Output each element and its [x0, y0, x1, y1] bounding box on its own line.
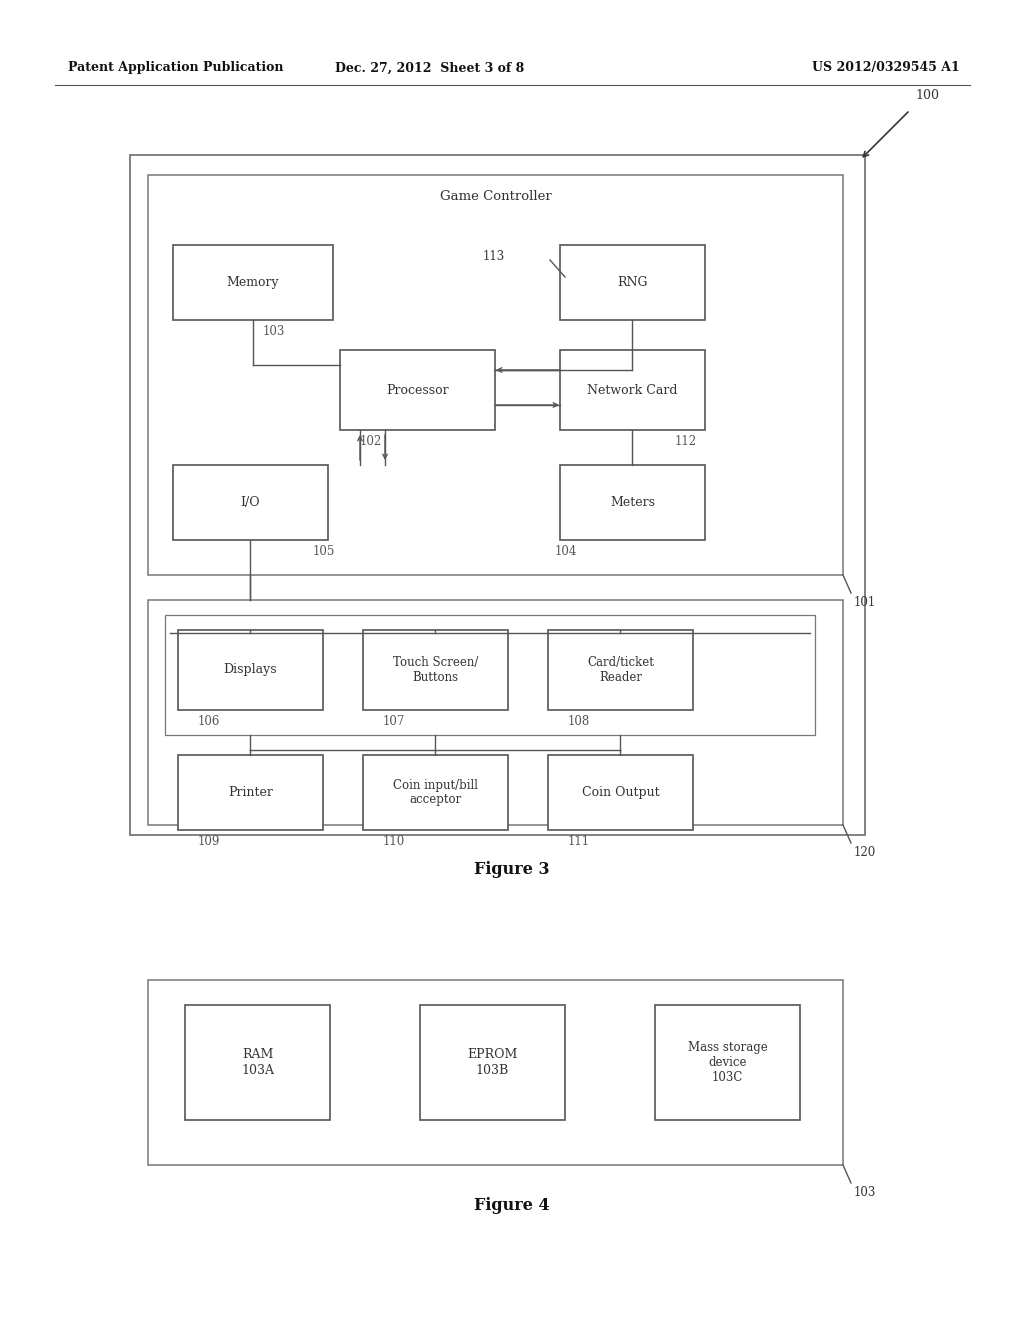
Text: 108: 108	[568, 715, 590, 729]
Text: 107: 107	[383, 715, 406, 729]
Text: Memory: Memory	[226, 276, 280, 289]
Bar	[560, 350, 705, 430]
Text: I/O: I/O	[241, 496, 260, 510]
Bar	[148, 979, 843, 1166]
Bar	[548, 630, 693, 710]
Text: Displays: Displays	[223, 664, 278, 676]
Text: 113: 113	[482, 249, 505, 263]
Text: 100: 100	[915, 88, 939, 102]
Bar	[173, 465, 328, 540]
Text: 105: 105	[313, 545, 336, 558]
Bar	[560, 465, 705, 540]
Bar	[548, 755, 693, 830]
Text: 103: 103	[263, 325, 286, 338]
Text: 103: 103	[854, 1185, 877, 1199]
Text: Coin input/bill
acceptor: Coin input/bill acceptor	[393, 779, 478, 807]
Bar	[173, 246, 333, 319]
Text: Printer: Printer	[228, 785, 273, 799]
Text: Touch Screen/
Buttons: Touch Screen/ Buttons	[393, 656, 478, 684]
Text: Card/ticket
Reader: Card/ticket Reader	[587, 656, 654, 684]
Text: Figure 3: Figure 3	[474, 862, 550, 879]
Text: Patent Application Publication: Patent Application Publication	[68, 62, 284, 74]
Text: 104: 104	[555, 545, 578, 558]
Bar	[130, 154, 865, 836]
Bar	[178, 630, 323, 710]
Text: 101: 101	[854, 597, 877, 609]
Text: 109: 109	[198, 836, 220, 847]
Text: 102: 102	[360, 436, 382, 447]
Text: Figure 4: Figure 4	[474, 1196, 550, 1213]
Bar	[148, 601, 843, 825]
Text: Processor: Processor	[386, 384, 449, 396]
Text: 112: 112	[675, 436, 697, 447]
Text: Coin Output: Coin Output	[582, 785, 659, 799]
Bar	[420, 1005, 565, 1119]
Bar	[165, 615, 815, 735]
Text: Network Card: Network Card	[587, 384, 678, 396]
Bar	[362, 755, 508, 830]
Bar	[185, 1005, 330, 1119]
Text: Mass storage
device
103C: Mass storage device 103C	[688, 1041, 767, 1084]
Text: Game Controller: Game Controller	[439, 190, 551, 203]
Text: Meters: Meters	[610, 496, 655, 510]
Bar	[560, 246, 705, 319]
Bar	[340, 350, 495, 430]
Bar	[178, 755, 323, 830]
Text: 111: 111	[568, 836, 590, 847]
Bar	[362, 630, 508, 710]
Text: EPROM
103B: EPROM 103B	[467, 1048, 518, 1077]
Text: 106: 106	[198, 715, 220, 729]
Text: Dec. 27, 2012  Sheet 3 of 8: Dec. 27, 2012 Sheet 3 of 8	[336, 62, 524, 74]
Text: 110: 110	[383, 836, 406, 847]
Bar	[148, 176, 843, 576]
Bar	[655, 1005, 800, 1119]
Text: RAM
103A: RAM 103A	[241, 1048, 274, 1077]
Text: 120: 120	[854, 846, 877, 859]
Text: US 2012/0329545 A1: US 2012/0329545 A1	[812, 62, 961, 74]
Text: RNG: RNG	[617, 276, 648, 289]
